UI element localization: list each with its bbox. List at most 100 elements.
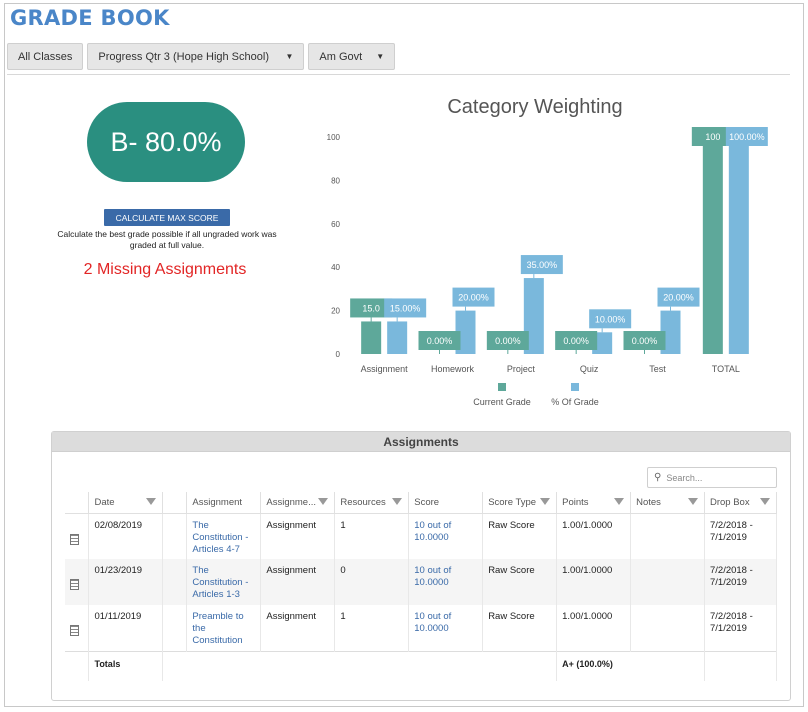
chevron-down-icon: ▼ bbox=[376, 52, 385, 61]
date-cell: 02/08/2019 bbox=[88, 513, 164, 559]
type-cell: Assignment bbox=[260, 605, 336, 651]
drop-box-cell: 7/2/2018 - 7/1/2019 bbox=[704, 513, 778, 559]
type-cell: Assignment bbox=[260, 559, 336, 605]
column-header-notes[interactable]: Notes bbox=[630, 492, 705, 514]
data-label: 15.0 bbox=[362, 303, 380, 313]
missing-assignments-link[interactable]: 2 Missing Assignments bbox=[83, 261, 247, 278]
filter-icon[interactable] bbox=[687, 498, 698, 505]
current-grade-badge: B- 80.0% bbox=[87, 102, 245, 182]
date-cell: 01/11/2019 bbox=[88, 605, 164, 651]
all-classes-button[interactable]: All Classes bbox=[7, 43, 84, 70]
x-tick-label: Quiz bbox=[580, 364, 599, 374]
category-weighting-chart: 0 20 40 60 80 100 Assignment 15.0 15.00% Homework… bbox=[327, 127, 768, 407]
score-link[interactable]: 10 out of 10.0000 bbox=[408, 559, 484, 605]
points-cell: 1.00/1.0000 bbox=[556, 605, 632, 651]
column-label: Drop Box bbox=[709, 496, 750, 508]
data-label: 0.00% bbox=[495, 336, 521, 346]
chart-title: Category Weighting bbox=[447, 96, 623, 118]
table-row: 01/23/2019 The Constitution - Articles 1… bbox=[65, 559, 778, 605]
filter-icon[interactable] bbox=[318, 498, 329, 505]
column-label: Score Type bbox=[488, 496, 537, 508]
x-tick-label: Test bbox=[649, 364, 666, 374]
totals-row: Totals A+ (100.0%) bbox=[65, 650, 778, 681]
calculator-icon[interactable] bbox=[70, 625, 79, 636]
filter-icon[interactable] bbox=[760, 498, 770, 505]
data-label-box bbox=[452, 287, 495, 307]
calculator-icon[interactable] bbox=[70, 533, 79, 545]
column-label: Points bbox=[562, 496, 589, 508]
bar--of-grade bbox=[728, 137, 749, 354]
x-tick-label: Project bbox=[507, 364, 536, 374]
filter-icon[interactable] bbox=[614, 498, 625, 505]
data-label: 20.00% bbox=[663, 293, 694, 303]
icon-column-header bbox=[65, 492, 90, 514]
y-tick-label: 80 bbox=[331, 176, 340, 185]
column-label: Assignme... bbox=[266, 496, 317, 508]
y-tick-label: 60 bbox=[331, 220, 340, 229]
data-label-box bbox=[555, 331, 598, 350]
table-header-row: Date Assignment Assignme... Resources Sc… bbox=[65, 492, 778, 514]
column-label: Notes bbox=[636, 496, 661, 508]
assignment-link[interactable]: Preamble to the Constitution bbox=[186, 605, 262, 651]
data-label: 10.00% bbox=[595, 314, 626, 324]
y-tick-label: 0 bbox=[336, 350, 341, 359]
y-tick-label: 100 bbox=[327, 133, 341, 142]
calculator-icon[interactable] bbox=[70, 579, 79, 590]
resources-cell: 1 bbox=[334, 605, 410, 651]
column-label: Resources bbox=[340, 496, 386, 508]
column-header-score-type[interactable]: Score Type bbox=[482, 492, 558, 514]
all-classes-label: All Classes bbox=[18, 50, 73, 63]
assignment-link[interactable]: The Constitution - Articles 1-3 bbox=[186, 559, 262, 605]
chevron-down-icon: ▼ bbox=[285, 52, 294, 61]
course-select[interactable]: Am Govt ▼ bbox=[308, 43, 396, 70]
column-header-points[interactable]: Points bbox=[556, 492, 632, 514]
legend-swatch bbox=[498, 383, 506, 391]
course-label: Am Govt bbox=[319, 50, 363, 63]
type-cell: Assignment bbox=[260, 513, 336, 559]
page-title: GRADE BOOK bbox=[10, 6, 170, 30]
column-header-score[interactable]: Score bbox=[408, 492, 484, 514]
column-header-assignment[interactable]: Assignment bbox=[186, 492, 262, 514]
column-header-resources[interactable]: Resources bbox=[334, 492, 410, 514]
data-label-box bbox=[486, 331, 529, 350]
score-link[interactable]: 10 out of 10.0000 bbox=[408, 513, 484, 559]
drop-box-cell: 7/2/2018 - 7/1/2019 bbox=[704, 559, 778, 605]
data-label: 100.00% bbox=[729, 132, 765, 142]
y-tick-label: 40 bbox=[331, 263, 340, 272]
row-icon-cell bbox=[65, 559, 90, 605]
score-link[interactable]: 10 out of 10.0000 bbox=[408, 605, 484, 651]
filter-icon[interactable] bbox=[392, 498, 403, 505]
data-label: 100 bbox=[705, 132, 720, 142]
resources-cell: 0 bbox=[334, 559, 410, 605]
filter-icon[interactable] bbox=[146, 498, 157, 505]
column-label: Date bbox=[94, 496, 115, 508]
column-header-type[interactable]: Assignme... bbox=[260, 492, 336, 514]
data-label: 20.00% bbox=[458, 293, 489, 303]
score-type-cell: Raw Score bbox=[482, 559, 558, 605]
drop-box-cell: 7/2/2018 - 7/1/2019 bbox=[704, 605, 778, 651]
points-cell: 1.00/1.0000 bbox=[556, 559, 632, 605]
period-select[interactable]: Progress Qtr 3 (Hope High School) ▼ bbox=[87, 43, 305, 70]
bar-current-grade bbox=[702, 137, 723, 354]
blank-cell bbox=[162, 513, 188, 559]
calculate-max-score-button[interactable]: CALCULATE MAX SCORE bbox=[104, 209, 230, 226]
column-header-date[interactable]: Date bbox=[88, 492, 164, 514]
search-input[interactable]: ⚲ Search... bbox=[647, 467, 777, 488]
data-label: 15.00% bbox=[390, 303, 421, 313]
assignments-header: Assignments bbox=[52, 432, 790, 452]
x-tick-label: Homework bbox=[431, 364, 475, 374]
column-header-drop-box[interactable]: Drop Box bbox=[704, 492, 778, 514]
data-label: 0.00% bbox=[427, 336, 453, 346]
toolbar-divider bbox=[7, 74, 790, 75]
assignment-link[interactable]: The Constitution - Articles 4-7 bbox=[186, 513, 262, 559]
notes-cell bbox=[630, 513, 705, 559]
filter-icon[interactable] bbox=[540, 498, 551, 505]
legend-swatch bbox=[571, 383, 579, 391]
row-icon-cell bbox=[65, 605, 90, 651]
score-type-cell: Raw Score bbox=[482, 513, 558, 559]
search-icon: ⚲ bbox=[654, 472, 662, 483]
data-label-box bbox=[623, 331, 666, 350]
y-tick-label: 20 bbox=[331, 307, 340, 316]
blank-cell bbox=[162, 559, 188, 605]
toolbar: All Classes Progress Qtr 3 (Hope High Sc… bbox=[7, 43, 396, 70]
